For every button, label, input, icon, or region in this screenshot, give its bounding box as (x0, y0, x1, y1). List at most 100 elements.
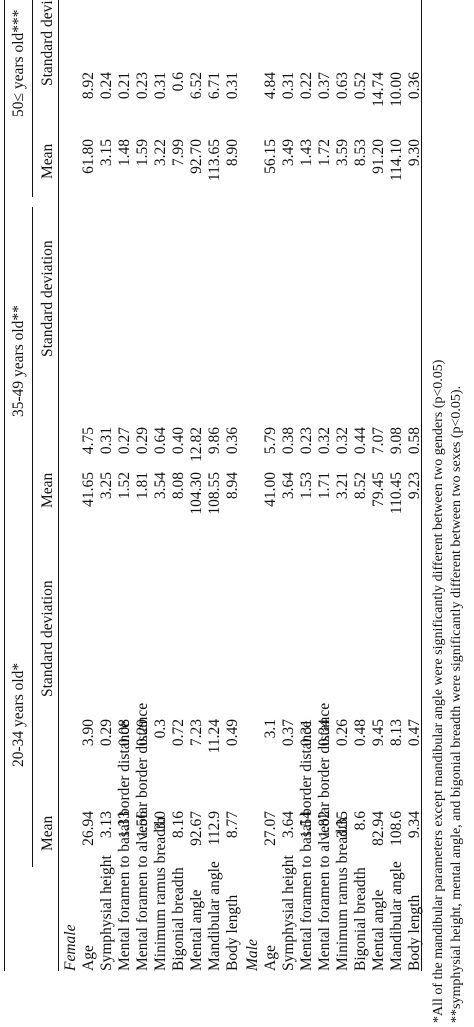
table-cell: 1.54 (298, 811, 315, 839)
table-cell: 3.22 (152, 139, 169, 167)
table-cell: 8.13 (388, 719, 405, 747)
table-cell: 0.31 (280, 72, 297, 100)
table-cell: 82.94 (370, 811, 387, 846)
table-cell: 0.29 (98, 719, 115, 747)
row-label: Age (262, 945, 279, 971)
row-label: Body length (224, 894, 241, 971)
subheader-mean-1: Mean (39, 815, 56, 851)
subheader-sd-3: Standard deviation (39, 0, 56, 86)
table-cell: 3.49 (280, 139, 297, 167)
table-cell: 0.44 (352, 427, 369, 455)
table-cell: 8.16 (170, 811, 187, 839)
table-cell: 0.3 (152, 719, 169, 739)
table-cell: 112.9 (206, 811, 223, 846)
table-cell: 7.07 (370, 427, 387, 455)
row-label: Mandibular angle (388, 861, 405, 971)
table-cell: 0.29 (134, 719, 151, 747)
table-cell: 0.31 (298, 719, 315, 747)
subheader-mean-2: Mean (39, 472, 56, 508)
table-cell: 0.48 (352, 719, 369, 747)
table-cell: 8.92 (80, 72, 97, 100)
table-cell: 0.32 (316, 427, 333, 455)
row-label: Age (80, 945, 97, 971)
table-cell: 0.52 (352, 72, 369, 100)
table-cell: 4.84 (262, 72, 279, 100)
table-cell: 1.43 (298, 139, 315, 167)
table-cell: 0.63 (334, 72, 351, 100)
table-cell: 3.1 (262, 719, 279, 739)
table-cell: 61.80 (80, 139, 97, 174)
table-cell: 0.29 (134, 427, 151, 455)
subheader-sd-1: Standard deviation (39, 580, 56, 697)
group-header-20-34: 20-34 years old* (10, 662, 27, 767)
table-cell: 113.65 (206, 139, 223, 182)
table-cell: 0.23 (298, 427, 315, 455)
table-cell: 3.59 (334, 139, 351, 167)
table-cell: 1.82 (316, 811, 333, 839)
table-cell: 91.20 (370, 139, 387, 174)
table-cell: 10.00 (388, 72, 405, 107)
table-cell: 8.77 (224, 811, 241, 839)
table-cell: 1.56 (134, 811, 151, 839)
table-cell: 9.45 (370, 719, 387, 747)
row-label: Mental angle (188, 889, 205, 971)
row-label: Bigonial breadth (170, 867, 187, 971)
table-cell: 108.6 (388, 811, 405, 846)
row-label: Symphysial height (98, 855, 115, 971)
table-cell: 0.37 (316, 72, 333, 100)
table-cell: 0.08 (116, 719, 133, 747)
table-cell: 12.82 (188, 427, 205, 462)
table-cell: 3.64 (280, 811, 297, 839)
table-cell: 3.90 (80, 719, 97, 747)
table-cell: 6.52 (188, 72, 205, 100)
table-cell: 0.6 (170, 72, 187, 92)
table-cell: 4.75 (80, 427, 97, 455)
table-cell: 0.24 (98, 72, 115, 100)
table-cell: 0.40 (170, 427, 187, 455)
table-cell: 0.72 (170, 719, 187, 747)
group-rule-2 (32, 207, 33, 527)
table-cell: 0.31 (224, 72, 241, 100)
table-cell: 0.36 (224, 427, 241, 455)
table-cell: 0.26 (334, 719, 351, 747)
group-rule-3 (32, 0, 33, 197)
table-cell: 0.23 (134, 72, 151, 100)
table-cell: 0.31 (98, 427, 115, 455)
row-label: Bigonial breadth (352, 867, 369, 971)
table-cell: 0.27 (116, 427, 133, 455)
footnote-1: *All of the mandibular parameters except… (431, 359, 446, 1023)
header-bottom-rule (58, 0, 59, 971)
female-section-label: Female (62, 924, 79, 971)
row-label: Mental angle (370, 889, 387, 971)
group-rule-1 (32, 527, 33, 867)
table-cell: 1.33 (116, 811, 133, 839)
table-cell: 5.79 (262, 427, 279, 455)
top-rule (4, 0, 5, 971)
table-cell: 0.64 (152, 427, 169, 455)
table-cell: 27.07 (262, 811, 279, 846)
table-cell: 1.72 (316, 139, 333, 167)
table-cell: 0.37 (280, 719, 297, 747)
male-section-label: Male (244, 939, 261, 971)
group-header-35-49: 35-49 years old** (10, 305, 27, 417)
subheader-sd-2: Standard deviation (39, 240, 56, 357)
table-cell: 9.86 (206, 427, 223, 455)
table-cell: 0.31 (152, 72, 169, 100)
table-cell: 1.59 (134, 139, 151, 167)
table-cell: 8.53 (352, 139, 369, 167)
table-cell: 3.35 (334, 811, 351, 839)
table-cell: 3.15 (98, 139, 115, 167)
table-cell: 6.71 (206, 72, 223, 100)
table-cell: 11.24 (206, 719, 223, 754)
table-cell: 56.15 (262, 139, 279, 174)
table-cell: 0.21 (116, 72, 133, 100)
table-cell: 0.49 (224, 719, 241, 747)
table-cell: 92.67 (188, 811, 205, 846)
table-cell: 0.32 (334, 427, 351, 455)
table-cell: 7.99 (170, 139, 187, 167)
table-cell: 8.6 (352, 811, 369, 831)
table-cell: 114.10 (388, 139, 405, 182)
table-cell: 0.22 (298, 72, 315, 100)
table-cell: 26.94 (80, 811, 97, 846)
